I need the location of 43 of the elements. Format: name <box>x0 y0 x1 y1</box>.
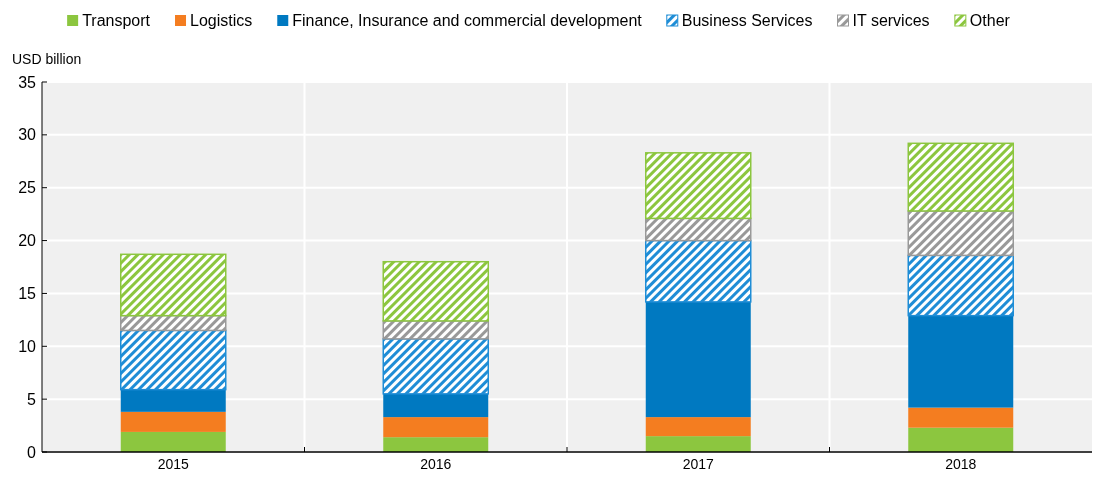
y-tick-label: 20 <box>18 232 37 250</box>
legend-label: Transport <box>82 12 151 29</box>
y-tick-label: 25 <box>18 179 37 197</box>
bar <box>645 152 752 220</box>
bar <box>908 407 1014 428</box>
bar <box>908 427 1014 452</box>
y-tick-label: 5 <box>27 390 37 408</box>
legend-label: Finance, Insurance and commercial development <box>292 12 643 29</box>
bar <box>645 239 752 303</box>
bar <box>908 315 1014 408</box>
x-tick-label: 2015 <box>157 456 190 472</box>
bar <box>907 254 1014 317</box>
bar <box>645 436 751 452</box>
bar <box>120 329 227 391</box>
y-tick-label: 0 <box>27 443 37 461</box>
bar <box>120 253 227 317</box>
x-tick-label: 2017 <box>682 456 715 472</box>
y-tick-label: 10 <box>18 337 37 355</box>
bar <box>383 437 489 452</box>
x-tick-label: 2016 <box>420 456 452 472</box>
bar <box>120 314 227 332</box>
bar <box>383 393 489 418</box>
x-tick-label: 2018 <box>945 456 977 472</box>
y-tick-label: 30 <box>18 126 37 144</box>
legend-label: IT services <box>852 12 930 29</box>
bar <box>382 320 489 340</box>
bar <box>120 431 226 452</box>
bar <box>382 338 489 395</box>
bar <box>645 417 751 437</box>
legend-label: Logistics <box>190 12 253 29</box>
y-tick-label: 15 <box>18 285 37 303</box>
bar <box>645 217 752 242</box>
bar <box>382 260 489 322</box>
bar <box>907 210 1014 257</box>
y-axis-title: USD billion <box>12 51 82 67</box>
bar <box>907 142 1014 212</box>
legend-label: Business Services <box>681 12 813 29</box>
y-tick-label: 35 <box>18 73 37 91</box>
bar <box>120 411 226 432</box>
legend-label: Other <box>969 12 1011 29</box>
bar <box>645 301 751 418</box>
bar <box>120 389 226 412</box>
bar <box>383 417 489 438</box>
